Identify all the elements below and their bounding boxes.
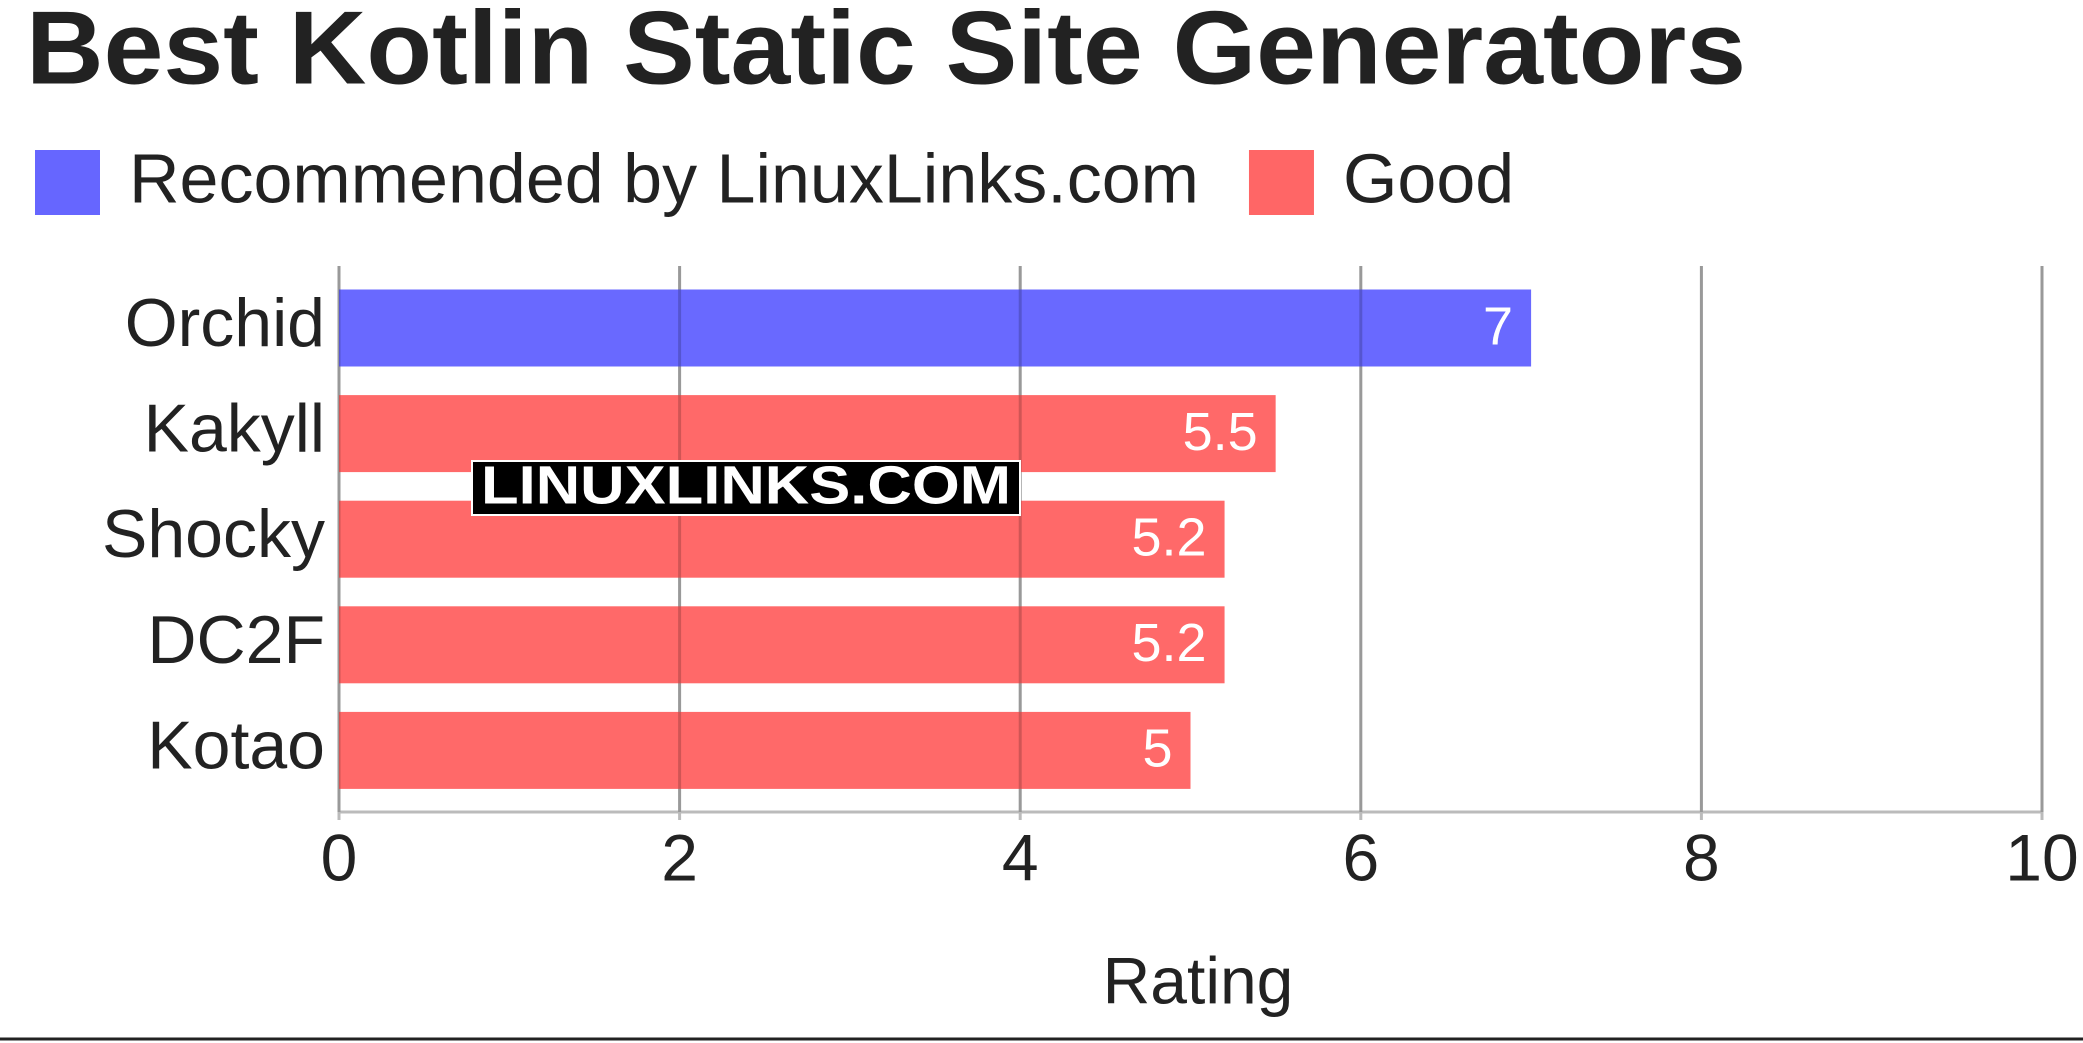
y-tick-label: DC2F	[147, 602, 325, 678]
chart-title: Best Kotlin Static Site Generators	[26, 0, 1746, 106]
value-label: 5.2	[1131, 613, 1206, 673]
legend-swatch	[35, 150, 100, 215]
x-tick-label: 4	[1002, 820, 1039, 894]
x-tick-label: 10	[2005, 820, 2078, 894]
x-tick-label: 6	[1342, 820, 1379, 894]
bar	[339, 395, 1276, 473]
y-tick-label: Shocky	[102, 496, 325, 572]
x-axis-title: Rating	[1103, 943, 1294, 1017]
x-tick-label: 2	[661, 820, 698, 894]
y-tick-label: Kakyll	[144, 391, 325, 467]
watermark-text: LINUXLINKS.COM	[481, 455, 1011, 515]
bar	[339, 711, 1191, 789]
value-label: 7	[1483, 296, 1513, 356]
value-label: 5.5	[1183, 402, 1258, 462]
x-tick-label: 8	[1683, 820, 1720, 894]
plot: Recommended by LinuxLinks.com Good 0 2 4 6 8 10…	[35, 139, 2079, 894]
x-tick-label: 0	[321, 820, 358, 894]
watermark: LINUXLINKS.COM	[471, 455, 1021, 516]
legend-label: Recommended by LinuxLinks.com	[129, 139, 1199, 217]
y-tick-label: Kotao	[147, 707, 325, 783]
bar	[339, 289, 1532, 367]
watermark-box	[471, 460, 1021, 516]
legend-swatch	[1248, 150, 1314, 215]
y-tick-label: Orchid	[125, 285, 325, 361]
value-label: 5.2	[1131, 507, 1206, 567]
bar	[339, 606, 1225, 684]
value-label: 5	[1142, 719, 1172, 779]
legend-label: Good	[1343, 139, 1514, 217]
